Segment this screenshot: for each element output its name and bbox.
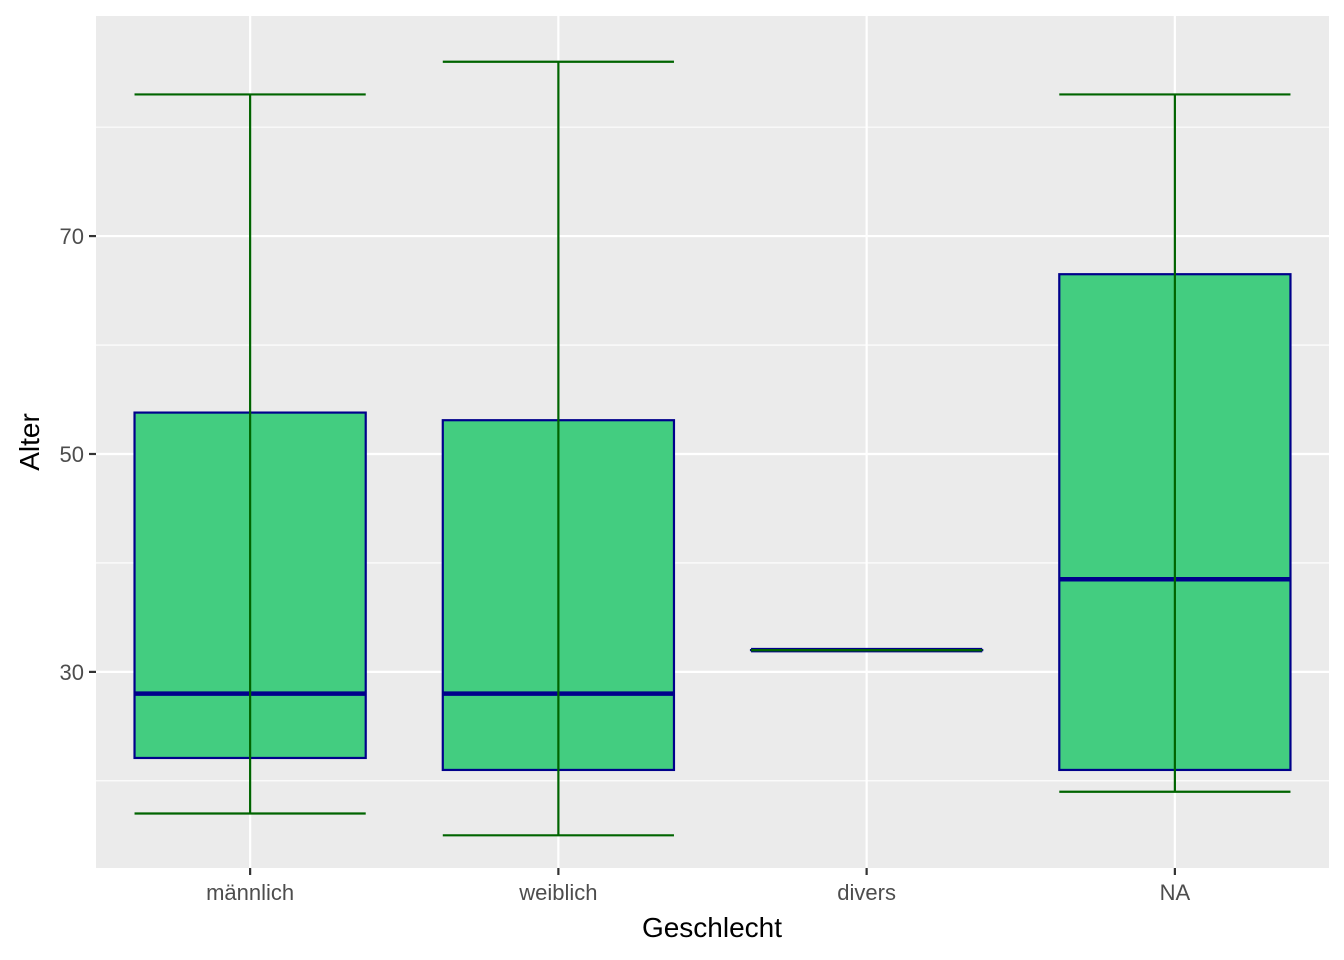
y-axis-title: Alter	[14, 413, 45, 471]
x-axis-title: Geschlecht	[642, 912, 782, 943]
y-tick-label: 30	[60, 660, 84, 685]
x-axis: männlich weiblich divers NA	[206, 868, 1190, 905]
x-tick-label: männlich	[206, 880, 294, 905]
y-axis: 30 50 70	[60, 224, 96, 685]
x-tick-label: weiblich	[518, 880, 597, 905]
box-group	[441, 60, 676, 837]
x-tick-label: NA	[1160, 880, 1191, 905]
y-tick-label: 70	[60, 224, 84, 249]
y-tick-label: 50	[60, 442, 84, 467]
box-group	[1058, 93, 1292, 793]
box-group	[133, 93, 367, 815]
box-series	[133, 60, 1292, 837]
x-tick-label: divers	[837, 880, 896, 905]
